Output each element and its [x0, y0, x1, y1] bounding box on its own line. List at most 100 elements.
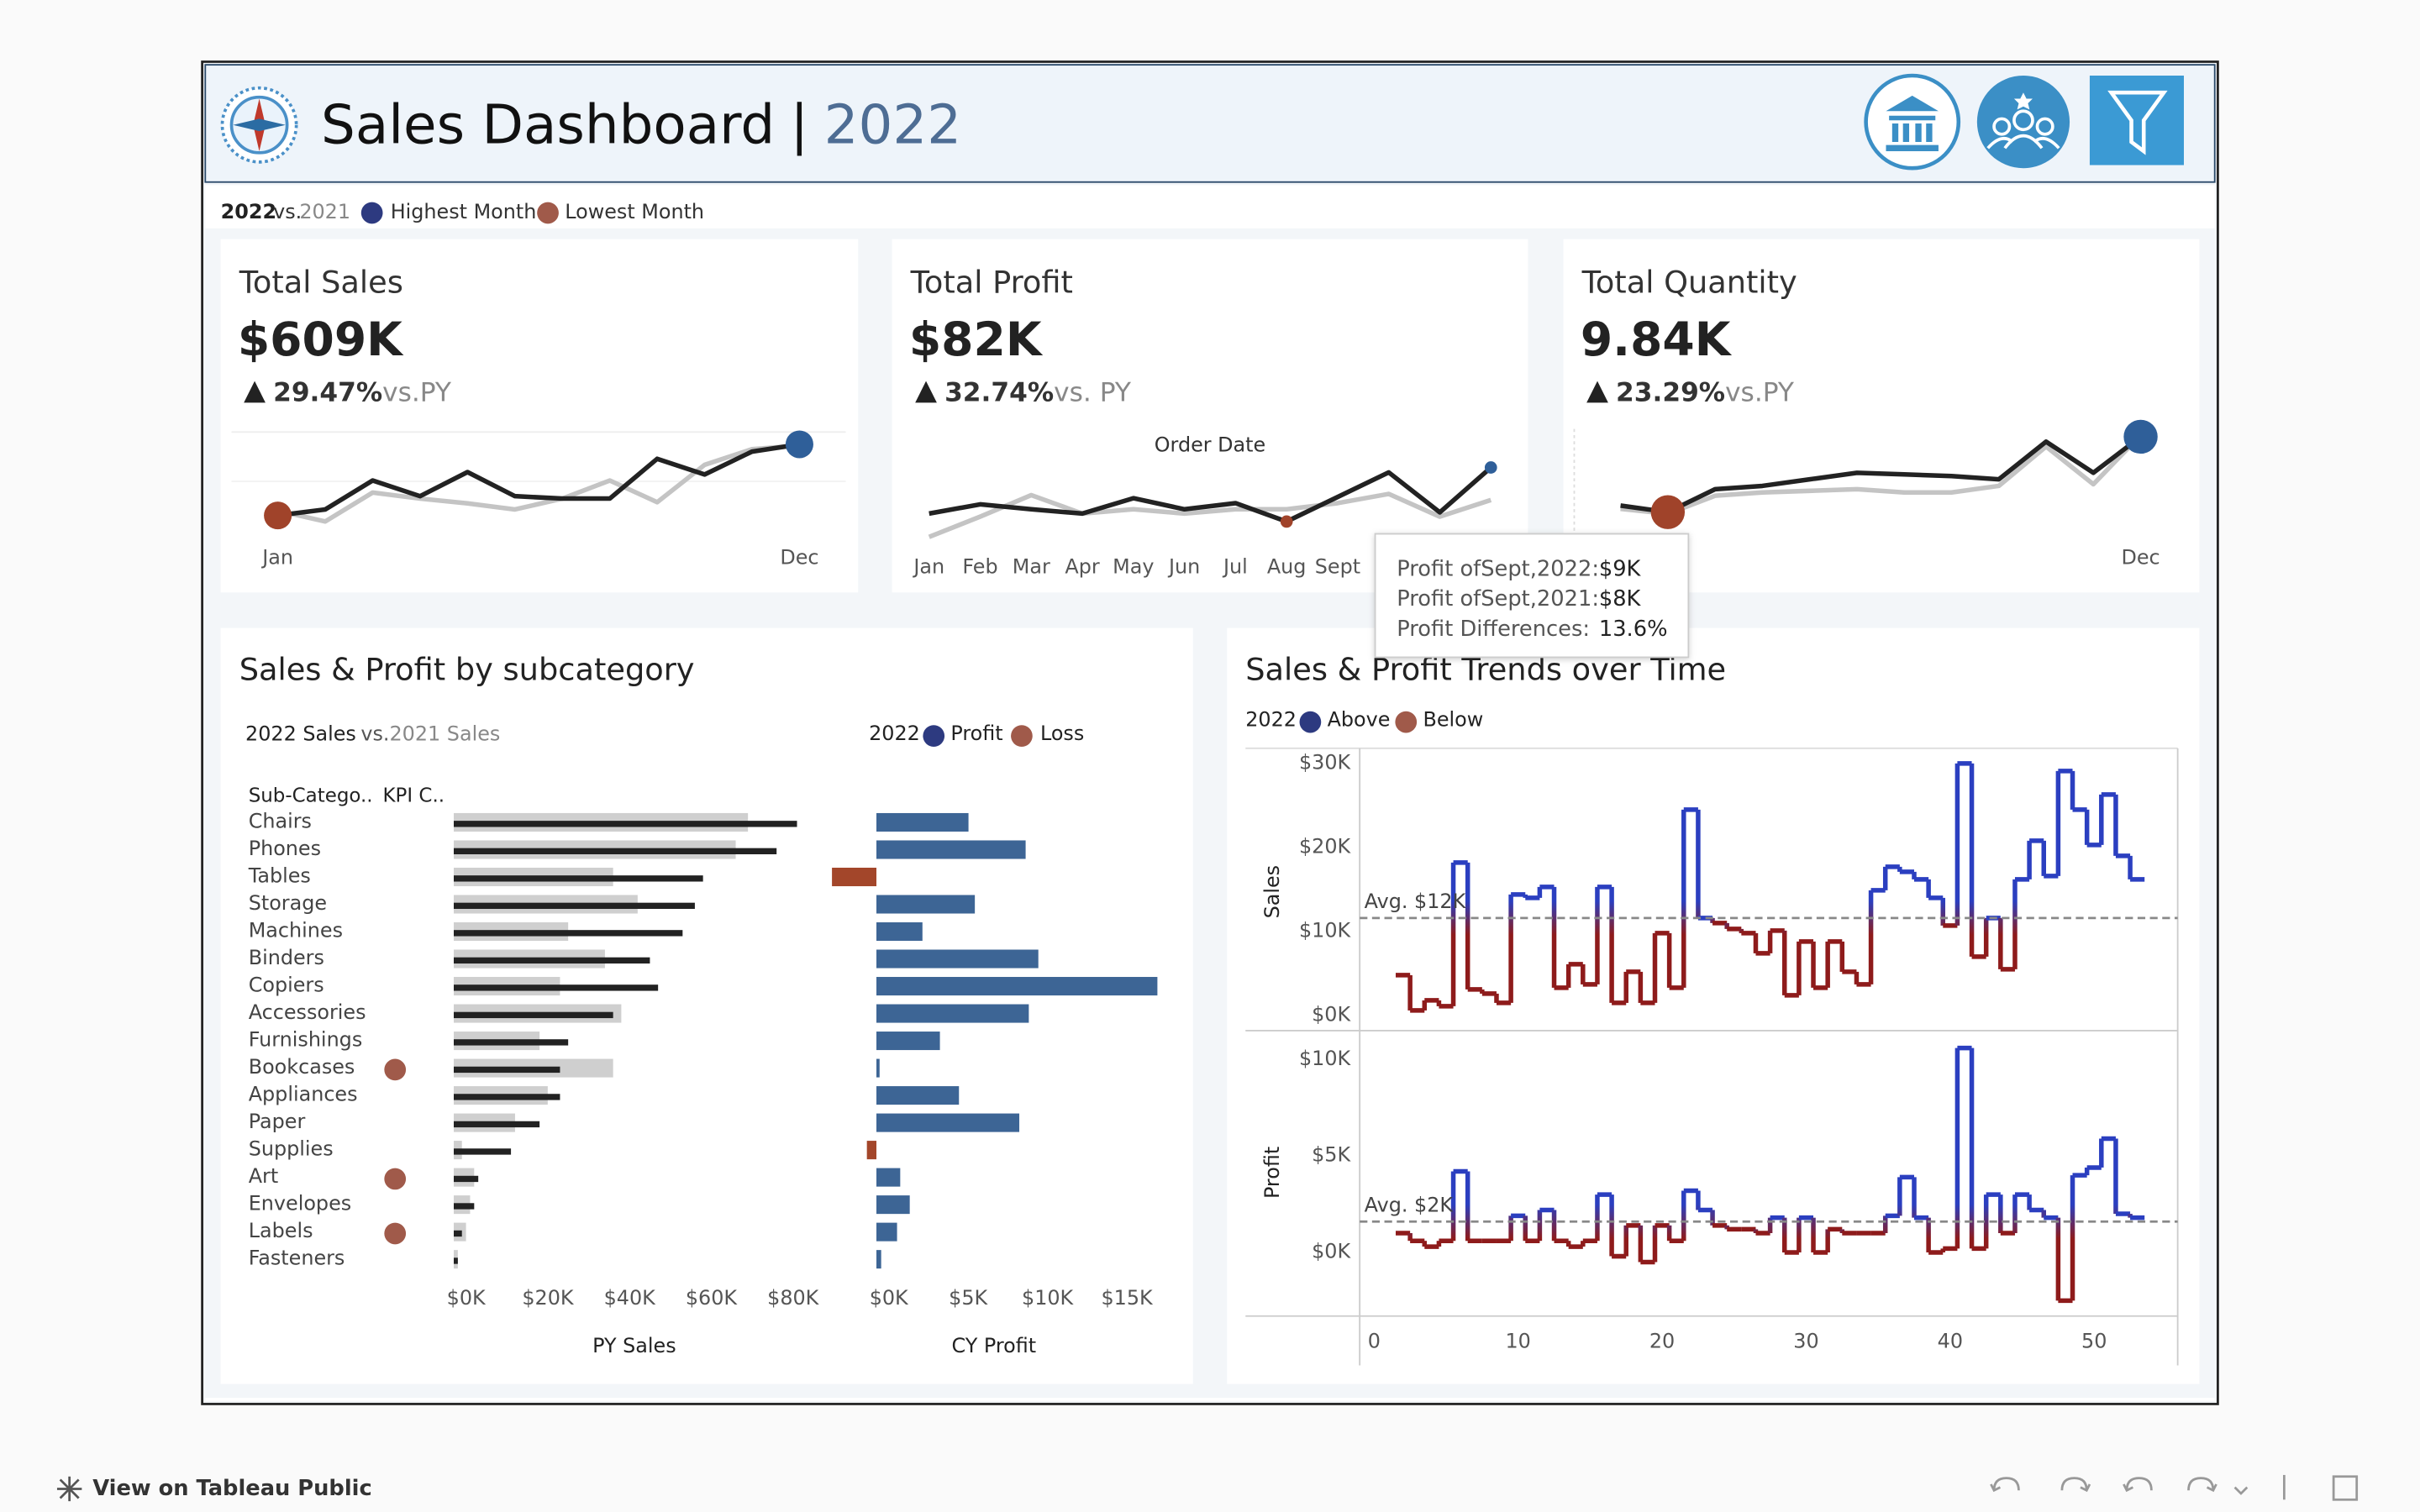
month-label: Jan — [912, 554, 944, 578]
legend-dot — [1395, 711, 1418, 733]
tableau-link[interactable]: View on Tableau Public — [92, 1476, 371, 1501]
y-tick-label: $0K — [1312, 1002, 1351, 1026]
kpi-title: Total Profit — [910, 264, 1073, 300]
x-tick-label: $60K — [686, 1286, 739, 1310]
row-label: Copiers — [249, 974, 324, 997]
y-axis-title: Sales — [1260, 865, 1284, 919]
legend-above: Above — [1328, 707, 1391, 731]
toolbar[interactable] — [1990, 1474, 2359, 1501]
y-tick-label: $30K — [1299, 750, 1352, 774]
row-label: Storage — [249, 891, 327, 915]
profit-bar — [876, 812, 969, 832]
y-tick-label: $20K — [1299, 834, 1352, 858]
legend-vs: vs. — [273, 200, 302, 223]
profit-bar — [876, 840, 1026, 859]
profit-bar — [876, 1113, 1020, 1132]
change-suffix: vs. PY — [1054, 377, 1132, 407]
axis-title: Order Date — [1155, 433, 1265, 456]
legend-lowest: Lowest Month — [565, 200, 704, 223]
kpi-card — [220, 239, 859, 593]
row-label: Phones — [249, 837, 321, 860]
profit-bar — [876, 1004, 1029, 1023]
month-label: Jul — [1222, 554, 1248, 578]
profit-bar — [832, 867, 877, 887]
profit-bar — [876, 1032, 940, 1051]
legend-dot — [360, 202, 383, 224]
row-label: Bookcases — [249, 1055, 355, 1079]
lowest-dot — [264, 501, 292, 530]
lowest-dot — [1280, 515, 1293, 528]
legend-dot — [537, 202, 559, 224]
panel-title: Sales & Profit by subcategory — [239, 651, 695, 687]
cy-bar — [454, 1039, 569, 1046]
cy-bar — [454, 821, 797, 827]
customers-button[interactable] — [1976, 76, 2070, 169]
month-label: Jan — [260, 545, 293, 569]
up-triangle — [915, 381, 937, 403]
x-tick-label: 30 — [1793, 1329, 1818, 1352]
month-label: Aug — [1267, 554, 1307, 578]
profit-bar — [876, 949, 1039, 969]
legend-year: 2022 — [1245, 707, 1297, 731]
legend-dot — [1011, 725, 1033, 747]
profit-bar — [876, 1058, 880, 1078]
current-line — [277, 442, 800, 518]
month-label: Dec — [2121, 545, 2160, 569]
row-label: Envelopes — [249, 1192, 351, 1215]
cy-bar — [454, 1094, 560, 1100]
separator: | — [791, 93, 809, 156]
y-axis-title: Profit — [1260, 1147, 1284, 1199]
tooltip-value: 13.6% — [1599, 617, 1668, 642]
x-tick-label: $10K — [1022, 1286, 1075, 1310]
legend-dot — [1299, 711, 1322, 733]
month-label: May — [1113, 554, 1154, 578]
profit-bar — [876, 1195, 910, 1215]
x-tick-label: $80K — [767, 1286, 820, 1310]
month-label: Feb — [962, 554, 997, 578]
avg-label: Avg. $12K — [1365, 890, 1467, 913]
row-label: Tables — [248, 864, 311, 888]
logo — [220, 86, 298, 164]
y-tick-label: $5K — [1312, 1143, 1351, 1167]
change-suffix: vs.PY — [382, 377, 452, 407]
avg-label: Avg. $2K — [1365, 1193, 1455, 1216]
subcategory-panel — [220, 627, 1193, 1384]
subtitle-vs: vs. — [360, 722, 389, 745]
cy-bar — [454, 1230, 462, 1237]
profit-bar — [876, 977, 1158, 996]
legend-year: 2022 — [869, 722, 920, 745]
previous-line — [276, 443, 800, 524]
title: Sales Dashboard | 2022 — [321, 93, 961, 156]
change-value: 29.47% — [273, 377, 382, 407]
axis-title: CY Profit — [952, 1334, 1037, 1357]
x-tick-label: $40K — [604, 1286, 657, 1310]
highest-dot — [1484, 461, 1497, 474]
row-label: Supplies — [249, 1137, 334, 1161]
kpi-change: 29.47%vs.PY — [273, 377, 452, 407]
bank-button[interactable] — [1864, 73, 1961, 171]
current-line — [929, 465, 1493, 524]
legend-previous: 2021 — [299, 200, 350, 223]
cy-bar — [454, 1066, 560, 1074]
cy-bar — [454, 1203, 475, 1210]
cy-bar — [454, 875, 703, 882]
legend-below: Below — [1423, 707, 1483, 731]
cy-bar — [454, 984, 659, 991]
x-tick-label: 10 — [1505, 1329, 1530, 1352]
month-label: Dec — [780, 545, 818, 569]
month-label: Jun — [1167, 554, 1200, 578]
row-label: Art — [249, 1164, 279, 1188]
legend-current: 2022 — [221, 200, 276, 223]
kpi-change: 32.74%vs. PY — [944, 377, 1132, 407]
profit-bar — [876, 1168, 901, 1187]
profit-bar — [876, 1250, 881, 1269]
highest-dot — [785, 430, 813, 459]
filter-button[interactable] — [2089, 76, 2184, 165]
up-triangle — [1586, 381, 1608, 403]
trends-panel — [1227, 627, 2200, 1384]
tooltip-label: Profit ofSept,2021: — [1397, 586, 1599, 612]
column-header: KPI C.. — [383, 785, 445, 806]
row-label: Fasteners — [249, 1247, 345, 1270]
lowest-dot — [1650, 495, 1686, 529]
